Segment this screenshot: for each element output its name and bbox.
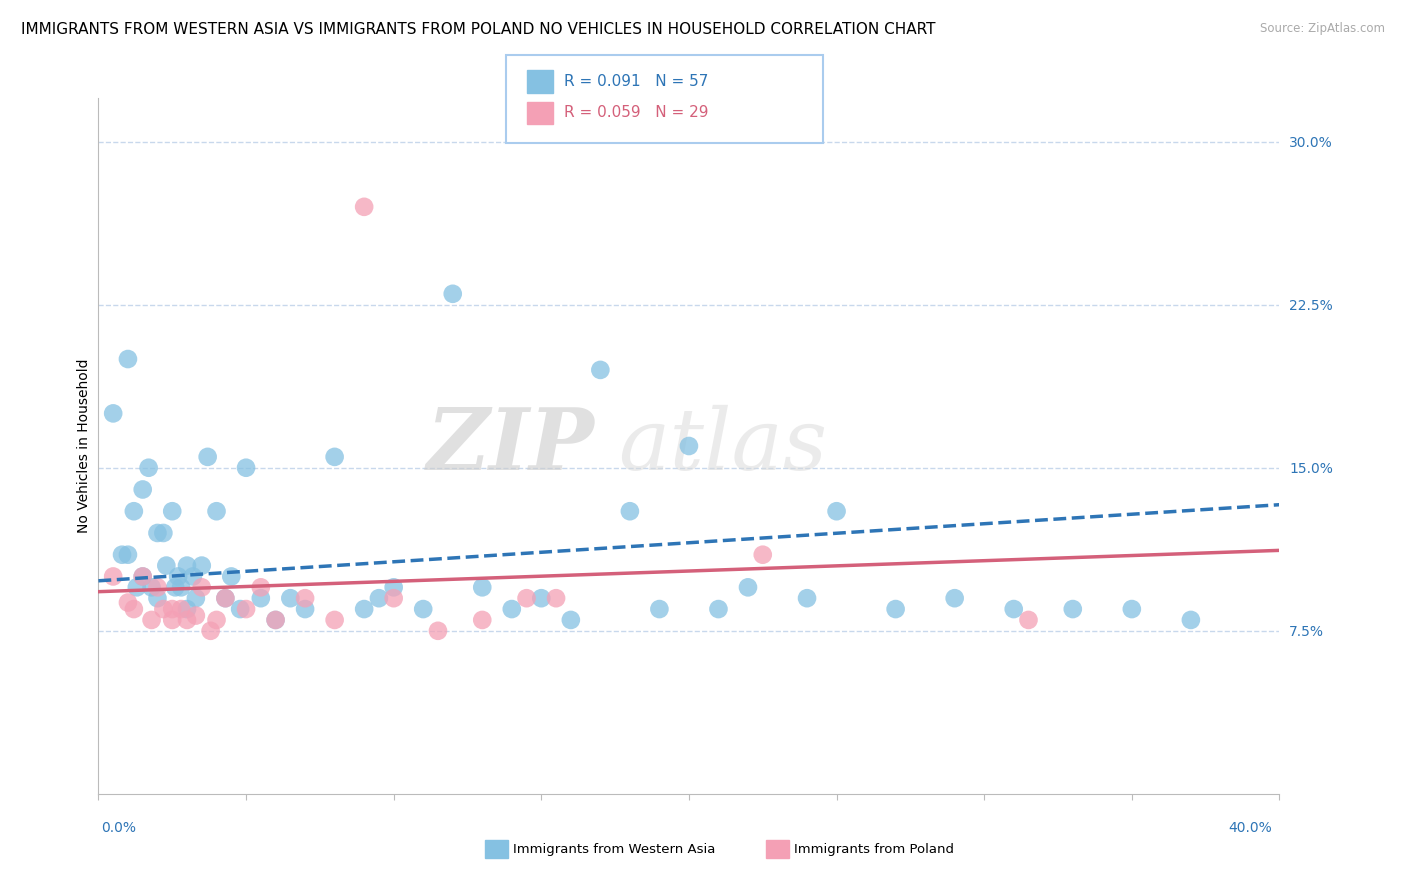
Point [560,613,582,627]
Point [264,613,287,627]
Point [441,286,464,301]
Point [170,580,193,594]
Point [264,613,287,627]
Text: Immigrants from Poland: Immigrants from Poland [794,843,955,855]
Point [122,602,145,616]
Point [648,602,671,616]
Point [181,569,204,583]
Point [214,591,236,606]
Point [117,596,139,610]
Point [1180,613,1202,627]
Point [162,613,183,627]
Text: IMMIGRANTS FROM WESTERN ASIA VS IMMIGRANTS FROM POLAND NO VEHICLES IN HOUSEHOLD : IMMIGRANTS FROM WESTERN ASIA VS IMMIGRAN… [21,22,935,37]
Point [382,580,405,594]
Point [125,580,148,594]
Point [1121,602,1143,616]
Point [146,591,169,606]
Point [1002,602,1025,616]
Text: 40.0%: 40.0% [1229,821,1272,835]
Text: ZIP: ZIP [426,404,595,488]
Point [471,613,494,627]
Point [796,591,818,606]
Point [141,613,163,627]
Point [530,591,553,606]
Point [184,608,207,623]
Point [884,602,907,616]
Point [619,504,641,518]
Point [141,580,163,594]
Point [427,624,450,638]
Point [165,580,187,594]
Point [1062,602,1084,616]
Point [191,558,214,573]
Point [170,602,193,616]
Point [138,460,160,475]
Point [250,580,273,594]
Point [825,504,848,518]
Point [132,569,155,583]
Point [146,526,169,541]
Point [752,548,775,562]
Point [589,363,612,377]
Point [176,602,198,616]
Text: atlas: atlas [619,405,827,487]
Point [501,602,523,616]
Point [167,569,190,583]
Point [250,591,273,606]
Point [111,548,134,562]
Point [176,613,198,627]
Point [152,602,174,616]
Text: R = 0.091   N = 57: R = 0.091 N = 57 [564,74,709,89]
Point [146,580,169,594]
Point [117,548,139,562]
Point [368,591,391,606]
Point [323,613,346,627]
Point [382,591,405,606]
Point [353,602,375,616]
Point [1018,613,1040,627]
Text: Immigrants from Western Asia: Immigrants from Western Asia [513,843,716,855]
Point [132,483,155,497]
Point [546,591,568,606]
Point [197,450,219,464]
Point [235,460,257,475]
Text: R = 0.059   N = 29: R = 0.059 N = 29 [564,105,709,120]
Point [155,558,177,573]
Point [678,439,700,453]
Point [176,558,198,573]
Point [229,602,252,616]
Point [294,591,316,606]
Point [191,580,214,594]
Point [103,569,125,583]
Point [205,613,228,627]
Text: 0.0%: 0.0% [101,821,136,835]
Point [200,624,222,638]
Point [280,591,302,606]
Point [132,569,155,583]
Point [471,580,494,594]
Point [737,580,759,594]
Point [205,504,228,518]
Point [516,591,538,606]
Point [122,504,145,518]
Point [707,602,730,616]
Point [117,351,139,366]
Point [353,200,375,214]
Point [152,526,174,541]
Point [184,591,207,606]
Y-axis label: No Vehicles in Household: No Vehicles in Household [77,359,91,533]
Point [294,602,316,616]
Point [214,591,236,606]
Point [162,504,183,518]
Text: Source: ZipAtlas.com: Source: ZipAtlas.com [1260,22,1385,36]
Point [221,569,243,583]
Point [162,602,183,616]
Point [943,591,966,606]
Point [412,602,434,616]
Point [323,450,346,464]
Point [103,406,125,420]
Point [235,602,257,616]
